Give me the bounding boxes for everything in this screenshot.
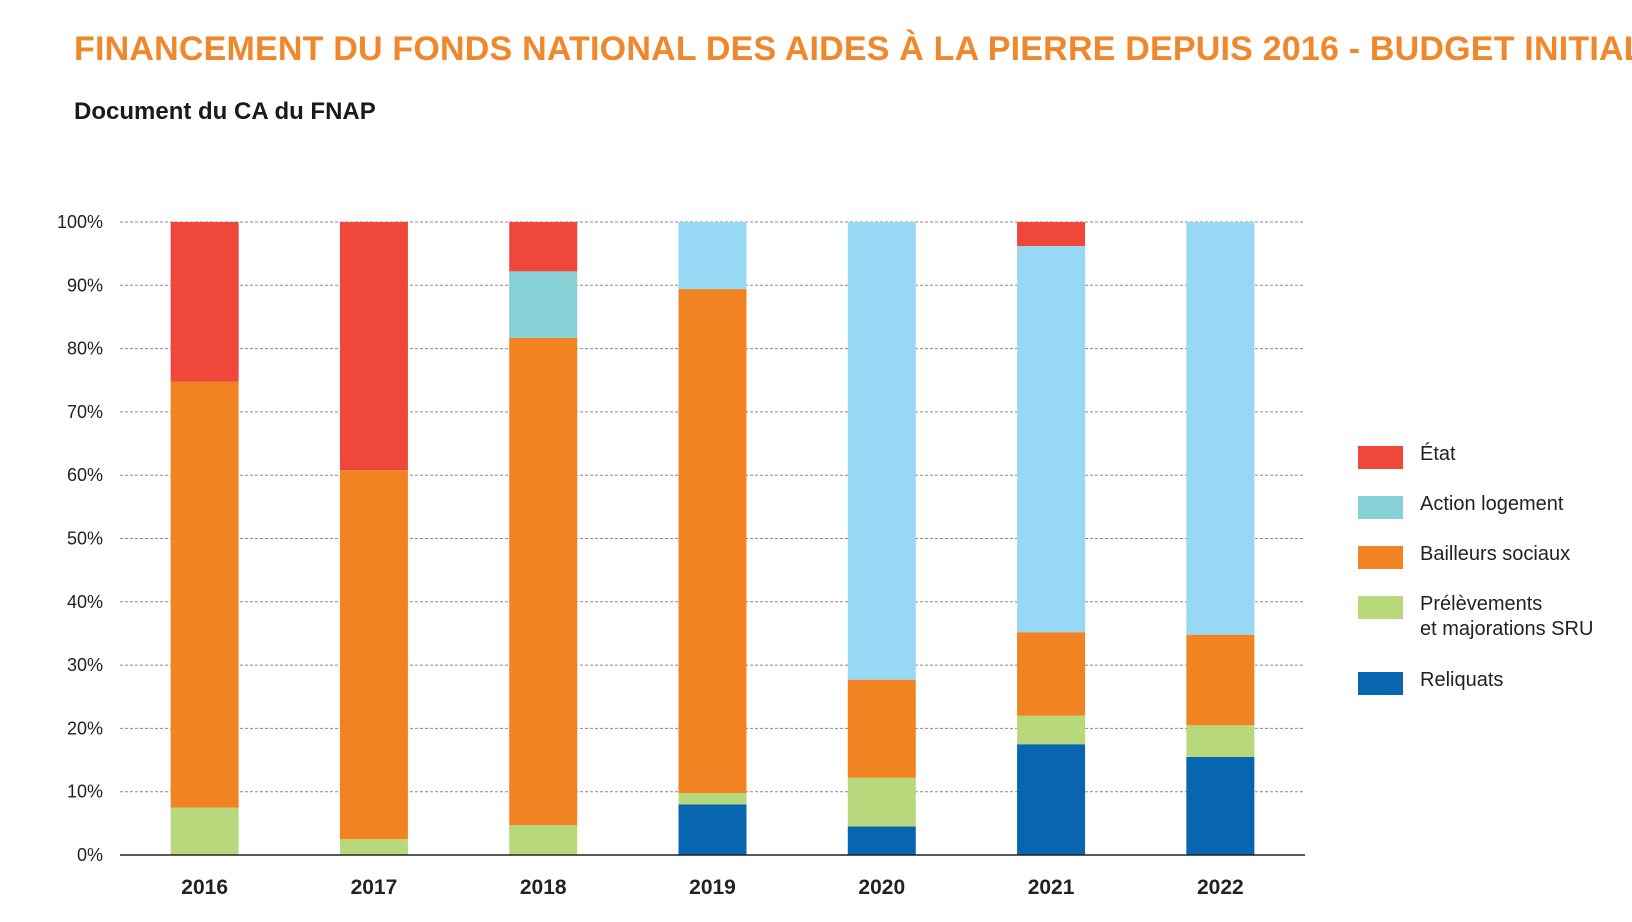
bar-segment [1186, 222, 1255, 635]
bar-segment [847, 222, 916, 680]
bar-segment [1186, 725, 1255, 757]
legend-item: Action logement [1358, 488, 1628, 538]
y-tick-label: 10% [67, 782, 103, 802]
bar-segment [678, 222, 747, 290]
legend-label: État [1420, 443, 1456, 465]
x-tick-label: 2019 [689, 876, 736, 899]
bar-segment [509, 825, 578, 855]
bar-segment [678, 289, 747, 793]
bar-segment [678, 792, 747, 805]
x-tick-label: 2021 [1028, 876, 1075, 899]
bar-segment [170, 222, 239, 382]
legend-swatch [1358, 672, 1403, 695]
bar-segment [1017, 744, 1086, 855]
bar-segment [678, 804, 747, 855]
y-tick-label: 100% [57, 212, 103, 232]
chart-subtitle: Document du CA du FNAP [74, 98, 376, 125]
legend-item: Bailleurs sociaux [1358, 538, 1628, 588]
bar-segment [847, 777, 916, 827]
legend-item: État [1358, 438, 1628, 488]
legend-swatch [1358, 546, 1403, 569]
x-tick-label: 2022 [1197, 876, 1244, 899]
legend: État Action logement Bailleurs sociaux Prél… [1358, 438, 1628, 714]
legend-label: Prélèvements et majorations SRU [1420, 593, 1594, 640]
legend-label: Reliquats [1420, 669, 1504, 691]
y-tick-label: 60% [67, 465, 103, 485]
legend-swatch [1358, 596, 1403, 619]
legend-label: Action logement [1420, 493, 1564, 515]
x-tick-label: 2016 [181, 876, 228, 899]
bar-segment [1186, 756, 1255, 855]
bar-segment [170, 807, 239, 855]
legend-label: Bailleurs sociaux [1420, 543, 1571, 565]
bar-segment [509, 271, 578, 338]
bar-segment [509, 222, 578, 272]
y-tick-label: 30% [67, 655, 103, 675]
bar-segment [1017, 246, 1086, 633]
bar-segment [1186, 634, 1255, 726]
legend-item: Prélèvements et majorations SRU [1358, 588, 1628, 664]
y-tick-label: 0% [77, 845, 103, 865]
x-tick-label: 2017 [351, 876, 398, 899]
bar-segment [1017, 715, 1086, 745]
bar-segment [1017, 632, 1086, 716]
axes: 0% 10% 20% 30% 40% 50% 60% 70% 80% 90% 100% 2016 201… [57, 212, 1305, 899]
legend-swatch [1358, 446, 1403, 469]
bar-segment [847, 826, 916, 855]
bar-segment [339, 470, 408, 840]
bar-segment [847, 679, 916, 778]
legend-item: Reliquats [1358, 664, 1628, 714]
x-tick-label: 2020 [858, 876, 905, 899]
bar-segment [1017, 222, 1086, 247]
y-tick-label: 80% [67, 339, 103, 359]
bar-segment [339, 222, 408, 471]
legend-swatch [1358, 496, 1403, 519]
bar-segment [170, 381, 239, 808]
x-tick-label: 2018 [520, 876, 567, 899]
chart-title: FINANCEMENT DU FONDS NATIONAL DES AIDES … [74, 30, 1632, 68]
y-tick-label: 40% [67, 592, 103, 612]
y-tick-label: 20% [67, 718, 103, 738]
y-tick-label: 50% [67, 529, 103, 549]
bars [170, 222, 1255, 855]
y-tick-label: 70% [67, 402, 103, 422]
y-tick-label: 90% [67, 275, 103, 295]
bar-segment [509, 337, 578, 826]
bar-segment [339, 839, 408, 855]
